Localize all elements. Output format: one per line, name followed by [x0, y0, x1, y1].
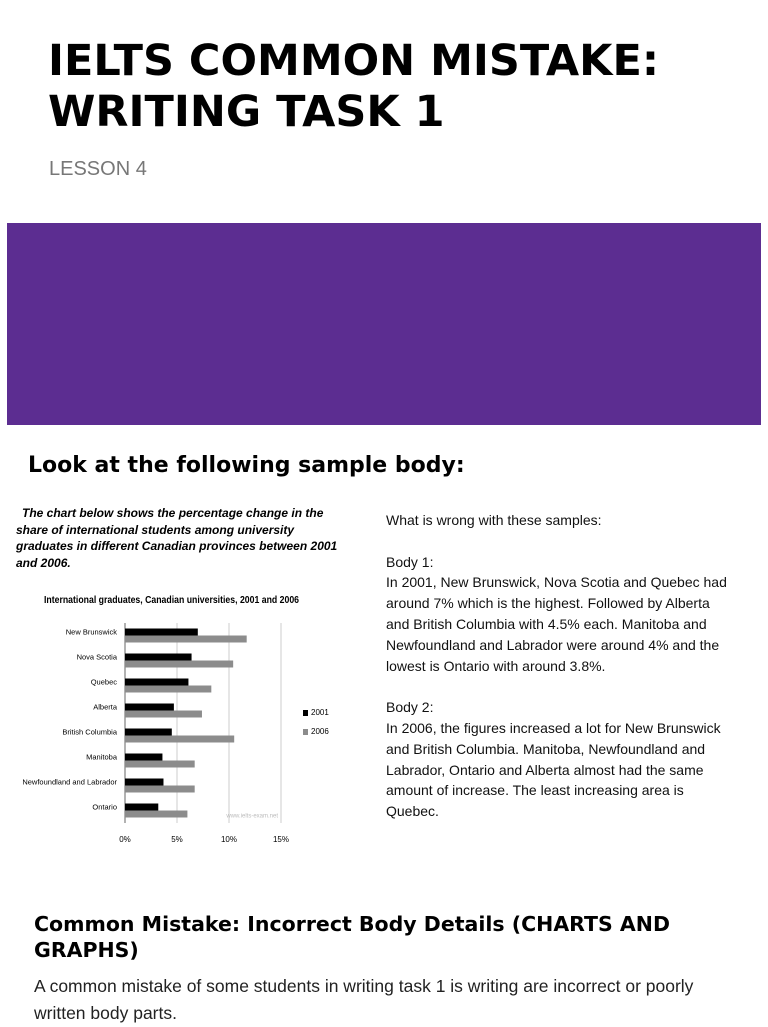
- y-tick-label: Manitoba: [86, 752, 118, 761]
- x-tick-label: 0%: [119, 835, 131, 844]
- prompt: What is wrong with these samples:: [386, 512, 602, 528]
- body-line: amount of increase. The least increasing…: [386, 782, 684, 799]
- bar: [125, 635, 247, 643]
- body-line: and British Columbia with 4.5% each. Man…: [386, 615, 707, 632]
- title: IELTS COMMON MISTAKE: WRITING TASK 1: [48, 36, 659, 138]
- intro-line: The chart below shows the percentage cha…: [22, 506, 324, 520]
- bar: [125, 810, 188, 818]
- intro-line: and 2006.: [16, 555, 71, 570]
- bar: [125, 710, 202, 718]
- spacer: [386, 676, 727, 697]
- bar: [125, 803, 159, 811]
- body-line: In 2001, New Brunswick, Nova Scotia and …: [386, 574, 727, 591]
- bar: [125, 678, 189, 686]
- title-line: IELTS COMMON MISTAKE:: [48, 36, 660, 86]
- legend-swatch: [303, 729, 308, 735]
- body-line: around 7% which is the highest. Followed…: [386, 595, 710, 612]
- chart: International graduates, Canadian univer…: [22, 594, 329, 844]
- y-tick-label: British Columbia: [62, 727, 117, 736]
- question: What is wrong with these samples: Body 1:…: [386, 510, 727, 843]
- x-tick-label: 10%: [221, 835, 237, 844]
- bar: [125, 653, 192, 661]
- chart-title: International graduates, Canadian univer…: [44, 594, 299, 606]
- body-label: Body 1:: [386, 553, 434, 570]
- bar: [125, 785, 195, 793]
- bar: [125, 760, 195, 768]
- bar: [125, 728, 172, 736]
- body-line: Quebec.: [386, 803, 439, 820]
- bar: [125, 735, 235, 743]
- bar: [125, 778, 164, 786]
- chart-intro: The chart below shows the percentage cha…: [16, 505, 337, 571]
- spacer: [386, 822, 727, 843]
- x-tick-label: 5%: [171, 835, 183, 844]
- purple-band: [7, 223, 761, 425]
- bar: [125, 628, 198, 636]
- mistake-heading: Common Mistake: Incorrect Body Details (…: [34, 912, 670, 962]
- x-tick-label: 15%: [273, 835, 289, 844]
- y-tick-label: Newfoundland and Labrador: [22, 777, 117, 786]
- watermark: www.ielts-exam.net: [225, 814, 278, 820]
- mistake-text: A common mistake of some students in wri…: [34, 976, 694, 1023]
- body-line: and British Columbia. Manitoba, Newfound…: [386, 740, 706, 757]
- bar: [125, 660, 234, 668]
- y-tick-label: Nova Scotia: [77, 652, 118, 661]
- legend-label: 2006: [311, 727, 329, 736]
- section-heading: Look at the following sample body:: [28, 453, 465, 478]
- legend-label: 2001: [311, 708, 329, 717]
- title-line: WRITING TASK 1: [48, 87, 445, 137]
- body-line: lowest is Ontario with around 3.8%.: [386, 657, 606, 674]
- bar: [125, 685, 212, 693]
- body-line: In 2006, the figures increased a lot for…: [386, 719, 721, 736]
- y-tick-label: New Brunswick: [66, 627, 118, 636]
- subtitle: LESSON 4: [49, 158, 147, 180]
- bar: [125, 753, 163, 761]
- body-line: Newfoundland and Labrador were around 4%…: [386, 636, 720, 653]
- body-label: Body 2:: [386, 699, 434, 716]
- intro-line: share of international students among un…: [16, 522, 295, 537]
- intro-line: graduates in different Canadian province…: [16, 539, 338, 553]
- body-line: Labrador, Ontario and Alberta almost had…: [386, 761, 704, 778]
- bar: [125, 703, 174, 711]
- legend-swatch: [303, 710, 308, 716]
- y-tick-label: Alberta: [93, 702, 118, 711]
- y-tick-label: Ontario: [92, 802, 117, 811]
- y-tick-label: Quebec: [91, 677, 118, 686]
